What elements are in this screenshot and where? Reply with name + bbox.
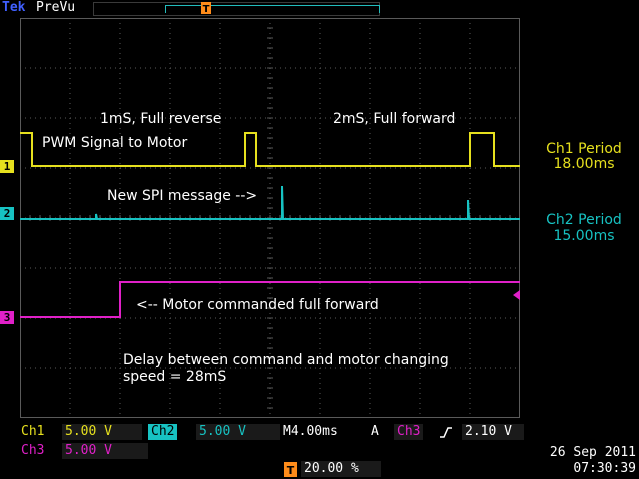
- status-row-1: Ch1 5.00 V Ch2 5.00 V M4.00ms A Ch3 2.10…: [18, 424, 524, 441]
- ch1-waveform: [20, 132, 520, 167]
- trigger-position-value: 20.00 %: [301, 461, 381, 477]
- trigger-level[interactable]: 2.10 V: [462, 424, 524, 440]
- annotation-forward: 2mS, Full forward: [333, 111, 456, 127]
- ch3-waveform: [20, 281, 520, 318]
- graticule[interactable]: [20, 18, 520, 418]
- svg-text:T: T: [203, 4, 210, 15]
- ch2-ground-marker[interactable]: 2: [0, 207, 14, 220]
- ch2-name[interactable]: Ch2: [148, 424, 178, 440]
- ch3-scale[interactable]: 5.00 V: [62, 443, 148, 459]
- ch3-name[interactable]: Ch3: [21, 443, 45, 458]
- ch3-marker-label: 3: [3, 311, 11, 324]
- trigger-mode[interactable]: A: [371, 424, 379, 439]
- annotation-spi: New SPI message -->: [107, 188, 258, 204]
- top-bar: Tek PreVu T: [0, 0, 639, 18]
- ch1-scale[interactable]: 5.00 V: [62, 424, 142, 440]
- annotation-pwm: PWM Signal to Motor: [42, 135, 188, 151]
- record-window-indicator: [165, 5, 380, 13]
- annotation-delay-line2: speed = 28mS: [123, 369, 227, 385]
- ch1-period-label: Ch1 Period: [546, 141, 622, 157]
- ch1-name[interactable]: Ch1: [21, 424, 45, 439]
- svg-text:T: T: [287, 464, 295, 477]
- trigger-position-top-icon: T: [201, 2, 211, 15]
- date-readout: 26 Sep 2011: [549, 445, 636, 460]
- ch2-waveform: [20, 185, 520, 220]
- ch2-period-value: 15.00ms: [553, 228, 615, 244]
- waveform-display: [20, 18, 520, 418]
- ch1-ground-marker[interactable]: 1: [0, 160, 14, 173]
- acquisition-mode: PreVu: [36, 0, 76, 15]
- trigger-position-icon: T: [284, 462, 297, 477]
- ch1-marker-label: 1: [3, 160, 11, 173]
- ch2-scale[interactable]: 5.00 V: [196, 424, 280, 440]
- rising-edge-icon[interactable]: [439, 426, 453, 439]
- annotation-motor-cmd: <-- Motor commanded full forward: [136, 297, 379, 313]
- annotation-delay-line1: Delay between command and motor changing: [123, 352, 449, 368]
- timebase[interactable]: M4.00ms: [283, 424, 338, 439]
- ch1-period-value: 18.00ms: [553, 156, 615, 172]
- ch3-ground-marker[interactable]: 3: [0, 311, 14, 324]
- annotation-reverse: 1mS, Full reverse: [100, 111, 222, 127]
- ch2-period-label: Ch2 Period: [546, 212, 622, 228]
- time-readout: 07:30:39: [573, 461, 636, 476]
- ch2-marker-label: 2: [3, 207, 11, 220]
- brand-logo: Tek: [2, 0, 26, 15]
- status-row-2: Ch3 5.00 V: [18, 443, 218, 460]
- trigger-level-icon[interactable]: [511, 290, 521, 302]
- trigger-source[interactable]: Ch3: [394, 424, 424, 440]
